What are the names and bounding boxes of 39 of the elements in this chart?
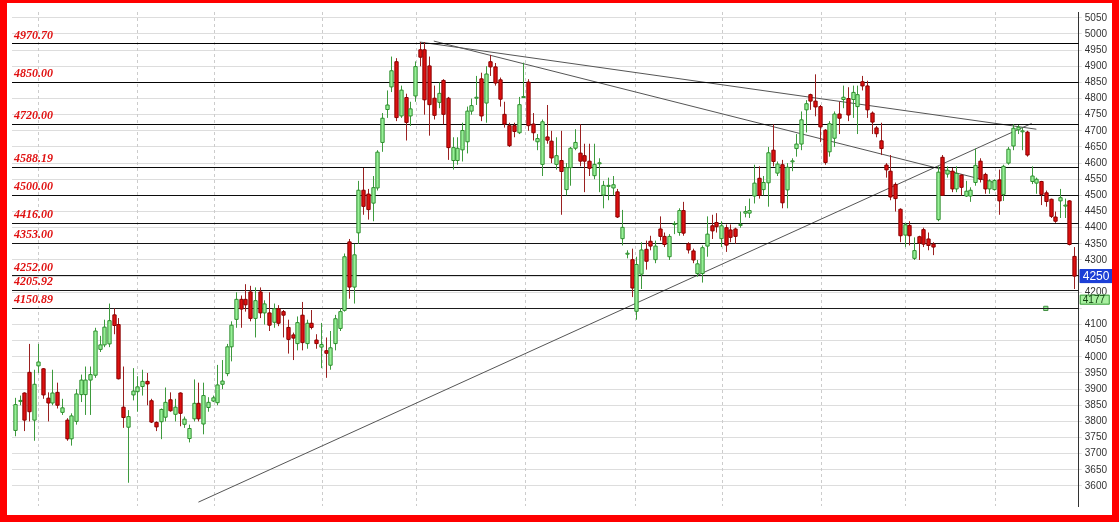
ref-line-label: 4252.00 xyxy=(13,259,53,274)
ref-line-label: 4850.00 xyxy=(13,66,53,81)
ref-line-label: 4500.00 xyxy=(13,179,53,194)
y-tick-label: 3950 xyxy=(1084,366,1108,378)
y-tick-label: 3650 xyxy=(1084,463,1108,475)
y-tick-label: 3600 xyxy=(1084,479,1108,491)
y-tick-label: 4500 xyxy=(1084,189,1108,201)
y-tick-label: 3700 xyxy=(1084,447,1108,459)
y-tick-label: 4750 xyxy=(1084,108,1108,120)
annotation: 4250 xyxy=(1082,268,1110,283)
y-tick-label: 4700 xyxy=(1084,124,1108,136)
y-tick-label: 4600 xyxy=(1084,156,1108,168)
y-tick-label: 4850 xyxy=(1084,76,1108,88)
y-tick-label: 4550 xyxy=(1084,173,1108,184)
y-tick-label: 4350 xyxy=(1084,237,1108,249)
y-tick-label: 4300 xyxy=(1084,253,1108,265)
y-tick-label: 3800 xyxy=(1084,415,1108,427)
y-tick-label: 4900 xyxy=(1084,59,1108,71)
ref-line-label: 4205.92 xyxy=(13,274,53,289)
ref-line-label: 4353.00 xyxy=(13,226,53,241)
y-tick-label: 4400 xyxy=(1084,221,1108,233)
y-tick-label: 4000 xyxy=(1084,350,1108,362)
y-tick-label: 3900 xyxy=(1084,382,1108,394)
y-tick-label: 4650 xyxy=(1084,140,1108,152)
y-tick-label: 4950 xyxy=(1084,43,1108,55)
ref-line-label: 4416.00 xyxy=(13,206,53,221)
ref-line-label: 4150.89 xyxy=(13,292,53,307)
y-tick-label: 3850 xyxy=(1084,399,1108,411)
y-tick-label: 4800 xyxy=(1084,92,1108,104)
y-tick-label: 4450 xyxy=(1084,205,1108,217)
y-tick-label: 4050 xyxy=(1084,334,1108,346)
y-tick-label: 5050 xyxy=(1084,11,1108,23)
ref-line-label: 4970.70 xyxy=(13,27,53,42)
y-tick-label: 4100 xyxy=(1084,318,1108,330)
ref-line-label: 4720.00 xyxy=(13,108,53,123)
y-tick-label: 5000 xyxy=(1084,27,1108,39)
y-tick-label: 3750 xyxy=(1084,431,1108,443)
ref-line-label: 4588.19 xyxy=(13,151,53,166)
y-tick-label: 4200 xyxy=(1084,286,1108,298)
